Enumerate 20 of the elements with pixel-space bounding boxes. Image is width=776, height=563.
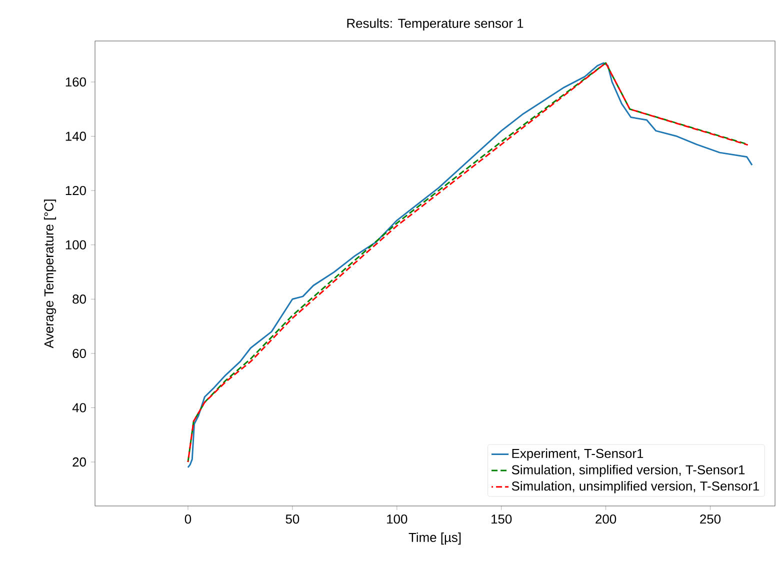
legend-label: Experiment, T-Sensor1 xyxy=(512,448,644,461)
y-tick-label: 80 xyxy=(72,294,86,304)
y-tick-label: 160 xyxy=(66,77,86,87)
y-tick-label: 60 xyxy=(72,348,86,358)
y-tick-label: 140 xyxy=(66,132,86,141)
y-tick-label: 120 xyxy=(66,186,86,196)
x-tick-label: 200 xyxy=(596,514,616,524)
y-tick-label: 20 xyxy=(72,457,86,467)
x-tick-label: 150 xyxy=(492,514,512,524)
x-axis-title: Time [µs] xyxy=(408,532,461,545)
x-tick-label: 100 xyxy=(387,514,408,524)
y-tick-label: 40 xyxy=(72,403,86,412)
y-axis-title: Average Temperature [°C] xyxy=(44,200,56,348)
x-tick-label: 0 xyxy=(184,514,192,524)
legend-label: Simulation, unsimplified version, T-Sensor1 xyxy=(512,481,759,494)
legend-label: Simulation, simplified version, T-Sensor1 xyxy=(512,464,745,477)
x-tick-label: 50 xyxy=(286,514,300,524)
x-tick-label: 250 xyxy=(700,514,721,524)
y-tick-label: 100 xyxy=(66,240,86,250)
chart-title: Results: Temperature sensor 1 xyxy=(347,18,524,30)
